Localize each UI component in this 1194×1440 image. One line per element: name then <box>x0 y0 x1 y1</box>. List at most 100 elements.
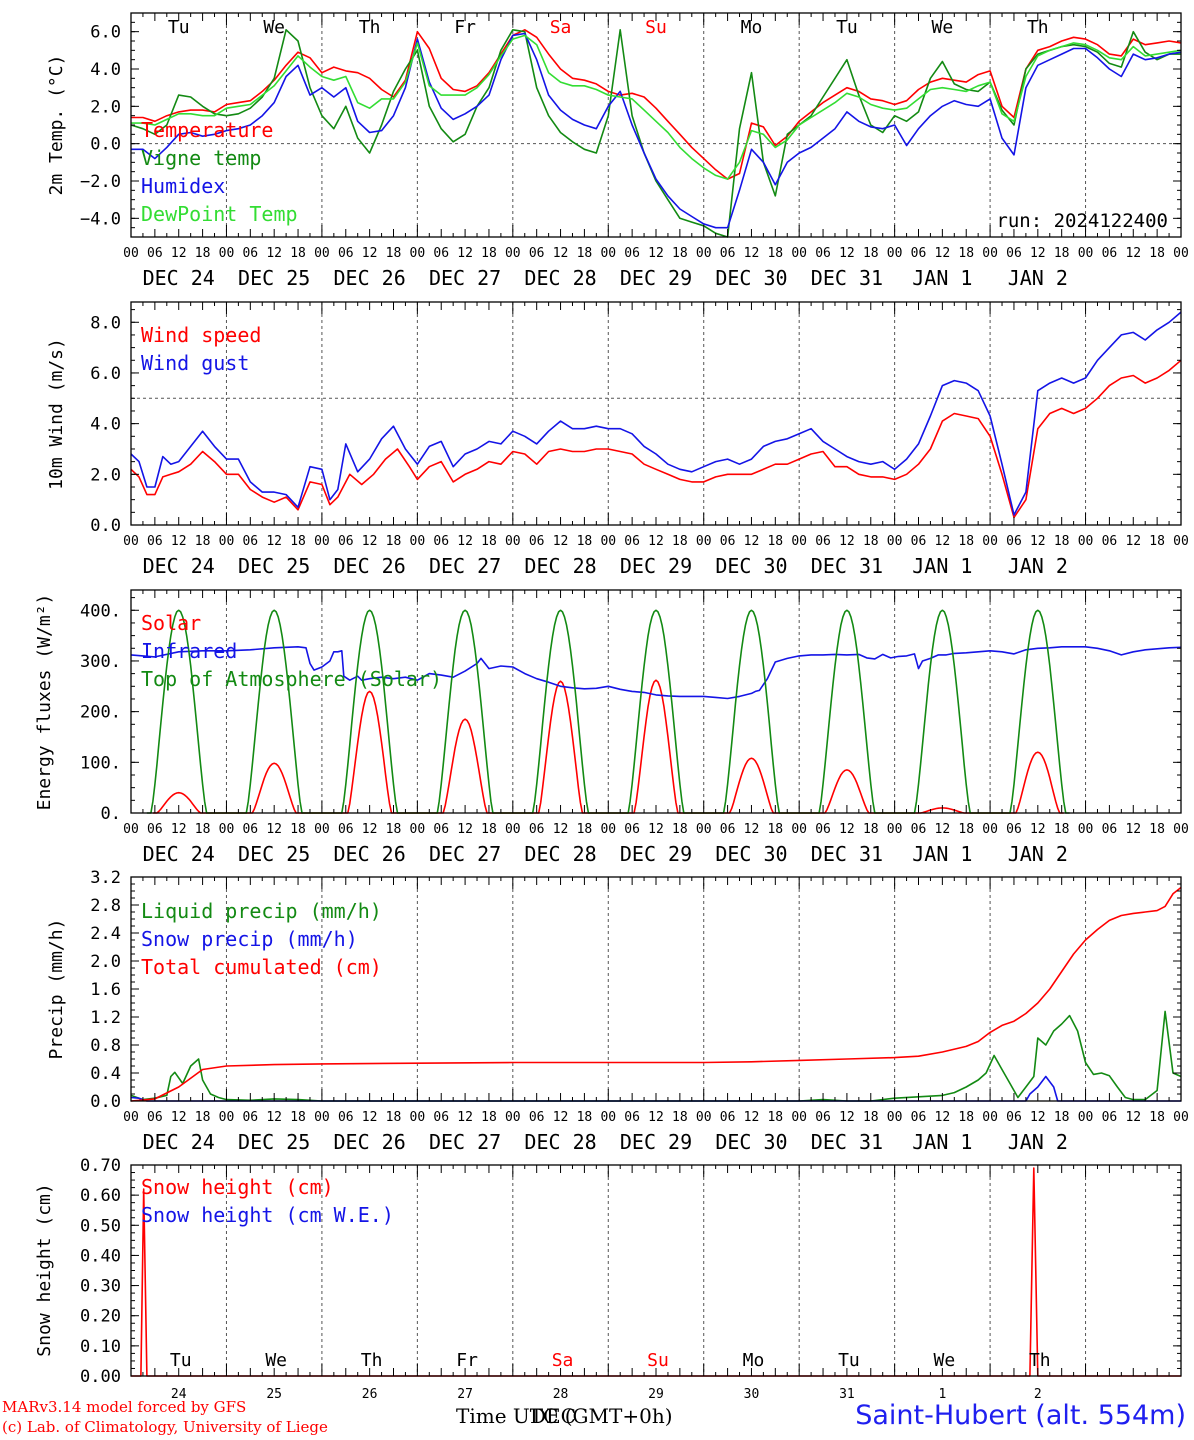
hour-tick-label: 18 <box>577 1110 593 1125</box>
hour-tick-label: 00 <box>219 822 235 837</box>
hour-tick-label: 12 <box>457 1110 473 1125</box>
hour-tick-label: 00 <box>791 534 807 549</box>
hour-tick-label: 00 <box>219 246 235 261</box>
hour-tick-label: 18 <box>767 822 783 837</box>
weekday-label: Fr <box>456 1350 478 1371</box>
legend-entry: Wind gust <box>141 351 249 375</box>
hour-tick-label: 06 <box>147 246 163 261</box>
y-tick-label: 100. <box>80 753 121 773</box>
hour-tick-label: 18 <box>1054 534 1070 549</box>
date-label: DEC 30 <box>715 554 787 578</box>
hour-tick-label: 18 <box>195 534 211 549</box>
hour-tick-label: 06 <box>911 822 927 837</box>
y-tick-label: −2.0 <box>80 172 121 192</box>
day-number-label: 1 <box>938 1387 946 1402</box>
date-label: DEC 31 <box>811 842 883 866</box>
hour-tick-label: 12 <box>171 822 187 837</box>
hour-tick-label: 06 <box>338 1110 354 1125</box>
hour-tick-label: 00 <box>123 822 139 837</box>
legend-entry: Temperature <box>141 118 273 142</box>
y-tick-label: 1.6 <box>90 980 121 1000</box>
hour-tick-label: 18 <box>290 534 306 549</box>
hour-tick-label: 12 <box>1125 822 1141 837</box>
date-label: DEC 27 <box>429 554 501 578</box>
hour-tick-label: 12 <box>839 1110 855 1125</box>
y-tick-label: 6.0 <box>90 23 121 43</box>
date-label: DEC 26 <box>334 554 406 578</box>
hour-tick-label: 12 <box>648 246 664 261</box>
hour-tick-label: 18 <box>481 246 497 261</box>
y-tick-label: 1.2 <box>90 1008 121 1028</box>
weekday-label: Th <box>361 1350 383 1371</box>
hour-tick-label: 12 <box>935 246 951 261</box>
hour-tick-label: 00 <box>982 246 998 261</box>
hour-tick-label: 06 <box>338 822 354 837</box>
date-label: DEC 26 <box>334 1130 406 1154</box>
hour-tick-label: 12 <box>1125 1110 1141 1125</box>
date-label: DEC 27 <box>429 842 501 866</box>
hour-tick-label: 18 <box>195 246 211 261</box>
y-tick-label: 2.0 <box>90 465 121 485</box>
y-tick-label: 0. <box>101 804 121 824</box>
weekday-label: Sa <box>550 17 572 38</box>
hour-tick-label: 12 <box>171 534 187 549</box>
series-line-2-1 <box>130 359 1182 519</box>
model-credit: MARv3.14 model forced by GFS <box>2 1398 247 1416</box>
hour-tick-label: 18 <box>290 1110 306 1125</box>
weekday-label: Su <box>645 17 667 38</box>
hour-tick-label: 12 <box>935 822 951 837</box>
date-label: DEC 28 <box>524 266 596 290</box>
hour-tick-label: 06 <box>147 1110 163 1125</box>
day-number-label: 28 <box>553 1387 569 1402</box>
y-tick-label: 0.30 <box>80 1277 121 1297</box>
hour-tick-label: 06 <box>1102 1110 1118 1125</box>
plot-frame <box>130 589 1182 814</box>
hour-tick-label: 00 <box>410 534 426 549</box>
station-name: Saint-Hubert (alt. 554m) <box>855 1400 1186 1431</box>
hour-tick-label: 00 <box>505 822 521 837</box>
y-tick-label: 6.0 <box>90 364 121 384</box>
hour-tick-label: 06 <box>529 246 545 261</box>
hour-tick-label: 12 <box>1030 534 1046 549</box>
date-label: JAN 1 <box>912 1130 972 1154</box>
date-label: JAN 2 <box>1008 1130 1068 1154</box>
y-tick-label: 0.4 <box>90 1064 121 1084</box>
y-tick-label: 0.20 <box>80 1307 121 1327</box>
date-label: DEC 24 <box>143 1130 215 1154</box>
y-axis-label: 10m Wind (m/s) <box>46 338 67 490</box>
hour-tick-label: 00 <box>123 534 139 549</box>
hour-tick-label: 18 <box>958 822 974 837</box>
hour-tick-label: 12 <box>553 1110 569 1125</box>
date-label: DEC 27 <box>429 1130 501 1154</box>
weekday-label: Su <box>647 1350 669 1371</box>
hour-tick-label: 18 <box>767 534 783 549</box>
hour-tick-label: 00 <box>123 246 139 261</box>
hour-tick-label: 18 <box>386 822 402 837</box>
legend-entry: Snow height (cm W.E.) <box>141 1203 394 1227</box>
hour-tick-label: 12 <box>648 1110 664 1125</box>
series-line-3-2 <box>130 646 1182 700</box>
legend-entry: Snow height (cm) <box>141 1175 334 1199</box>
hour-tick-label: 06 <box>1006 246 1022 261</box>
hour-tick-label: 12 <box>553 246 569 261</box>
hour-tick-label: 00 <box>982 822 998 837</box>
hour-tick-label: 00 <box>123 1110 139 1125</box>
hour-tick-label: 06 <box>815 246 831 261</box>
date-label: DEC 24 <box>143 554 215 578</box>
hour-tick-label: 06 <box>338 534 354 549</box>
legend-entry: Snow precip (mm/h) <box>141 927 358 951</box>
legend-entry: Infrared <box>141 639 237 663</box>
hour-tick-label: 18 <box>672 246 688 261</box>
hour-tick-label: 00 <box>314 534 330 549</box>
y-tick-label: 0.8 <box>90 1036 121 1056</box>
weekday-label: Fr <box>454 17 476 38</box>
hour-tick-label: 18 <box>386 1110 402 1125</box>
hour-tick-label: 00 <box>410 246 426 261</box>
y-tick-label: 0.10 <box>80 1337 121 1357</box>
time-axis-title-overlap: DEC <box>530 1404 576 1428</box>
hour-tick-label: 12 <box>362 246 378 261</box>
hour-tick-label: 12 <box>935 534 951 549</box>
hour-tick-label: 12 <box>1030 822 1046 837</box>
y-tick-label: 2.4 <box>90 924 121 944</box>
date-label: DEC 29 <box>620 842 692 866</box>
